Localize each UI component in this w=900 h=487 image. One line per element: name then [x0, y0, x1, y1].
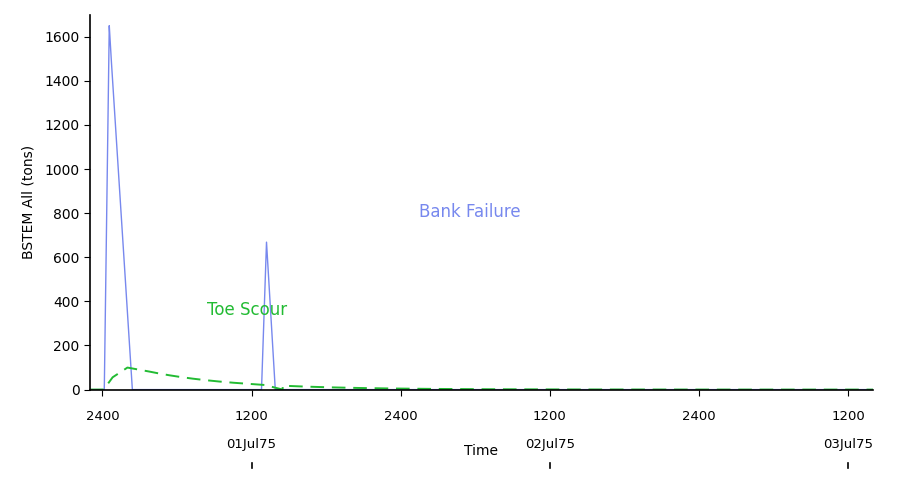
- Text: Bank Failure: Bank Failure: [418, 203, 520, 221]
- Text: Toe Scour: Toe Scour: [207, 300, 288, 318]
- Text: 2400: 2400: [682, 410, 716, 423]
- Text: 02Jul75: 02Jul75: [525, 438, 575, 451]
- Text: 1200: 1200: [832, 410, 865, 423]
- Text: 1200: 1200: [533, 410, 567, 423]
- Text: 2400: 2400: [384, 410, 418, 423]
- X-axis label: Time: Time: [464, 445, 499, 458]
- Text: 2400: 2400: [86, 410, 119, 423]
- Y-axis label: BSTEM All (tons): BSTEM All (tons): [22, 145, 36, 259]
- Text: 01Jul75: 01Jul75: [227, 438, 276, 451]
- Text: 1200: 1200: [235, 410, 268, 423]
- Text: 03Jul75: 03Jul75: [824, 438, 873, 451]
